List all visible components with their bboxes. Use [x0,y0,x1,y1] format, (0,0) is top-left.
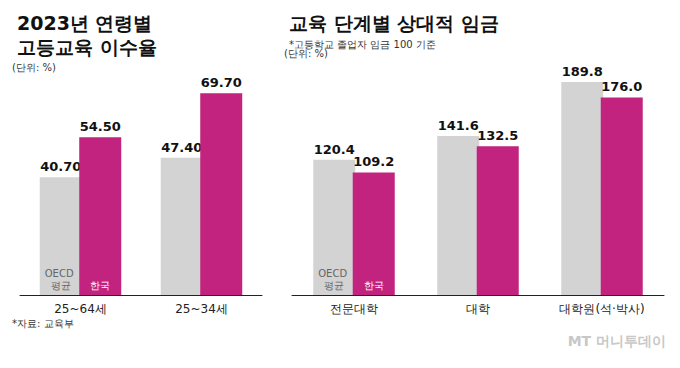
svg-text:25~34세: 25~34세 [175,302,228,316]
svg-text:(단위: %): (단위: %) [12,62,56,73]
svg-text:대학원(석·박사): 대학원(석·박사) [559,302,644,316]
svg-text:OECD: OECD [45,268,77,279]
svg-text:*고등학교 졸업자 임금 100 기준: *고등학교 졸업자 임금 100 기준 [289,39,436,50]
svg-text:평균: 평균 [51,280,71,291]
svg-text:47.40: 47.40 [161,140,202,155]
svg-text:40.70: 40.70 [40,159,81,174]
svg-text:(단위: %): (단위: %) [284,47,328,59]
svg-text:141.6: 141.6 [438,118,479,133]
svg-text:25~64세: 25~64세 [54,302,107,316]
svg-text:OECD: OECD [318,268,350,279]
svg-text:109.2: 109.2 [353,154,394,169]
svg-text:69.70: 69.70 [201,75,242,90]
svg-text:120.4: 120.4 [314,142,355,157]
svg-text:평균: 평균 [324,280,344,291]
svg-text:고등교육 이수율: 고등교육 이수율 [17,36,157,58]
svg-text:2023년 연령별: 2023년 연령별 [17,12,159,34]
svg-text:전문대학: 전문대학 [330,302,378,316]
svg-text:132.5: 132.5 [477,128,518,143]
svg-text:대학: 대학 [466,302,490,316]
svg-text:189.8: 189.8 [562,64,603,79]
svg-text:176.0: 176.0 [601,79,642,94]
svg-text:MT 머니투데이: MT 머니투데이 [568,333,666,349]
svg-text:54.50: 54.50 [80,119,121,134]
svg-text:한국: 한국 [90,280,110,291]
svg-text:한국: 한국 [364,280,384,291]
svg-text:*자료: 교육부: *자료: 교육부 [12,318,74,329]
svg-text:교육 단계별 상대적 임금: 교육 단계별 상대적 임금 [289,12,499,34]
